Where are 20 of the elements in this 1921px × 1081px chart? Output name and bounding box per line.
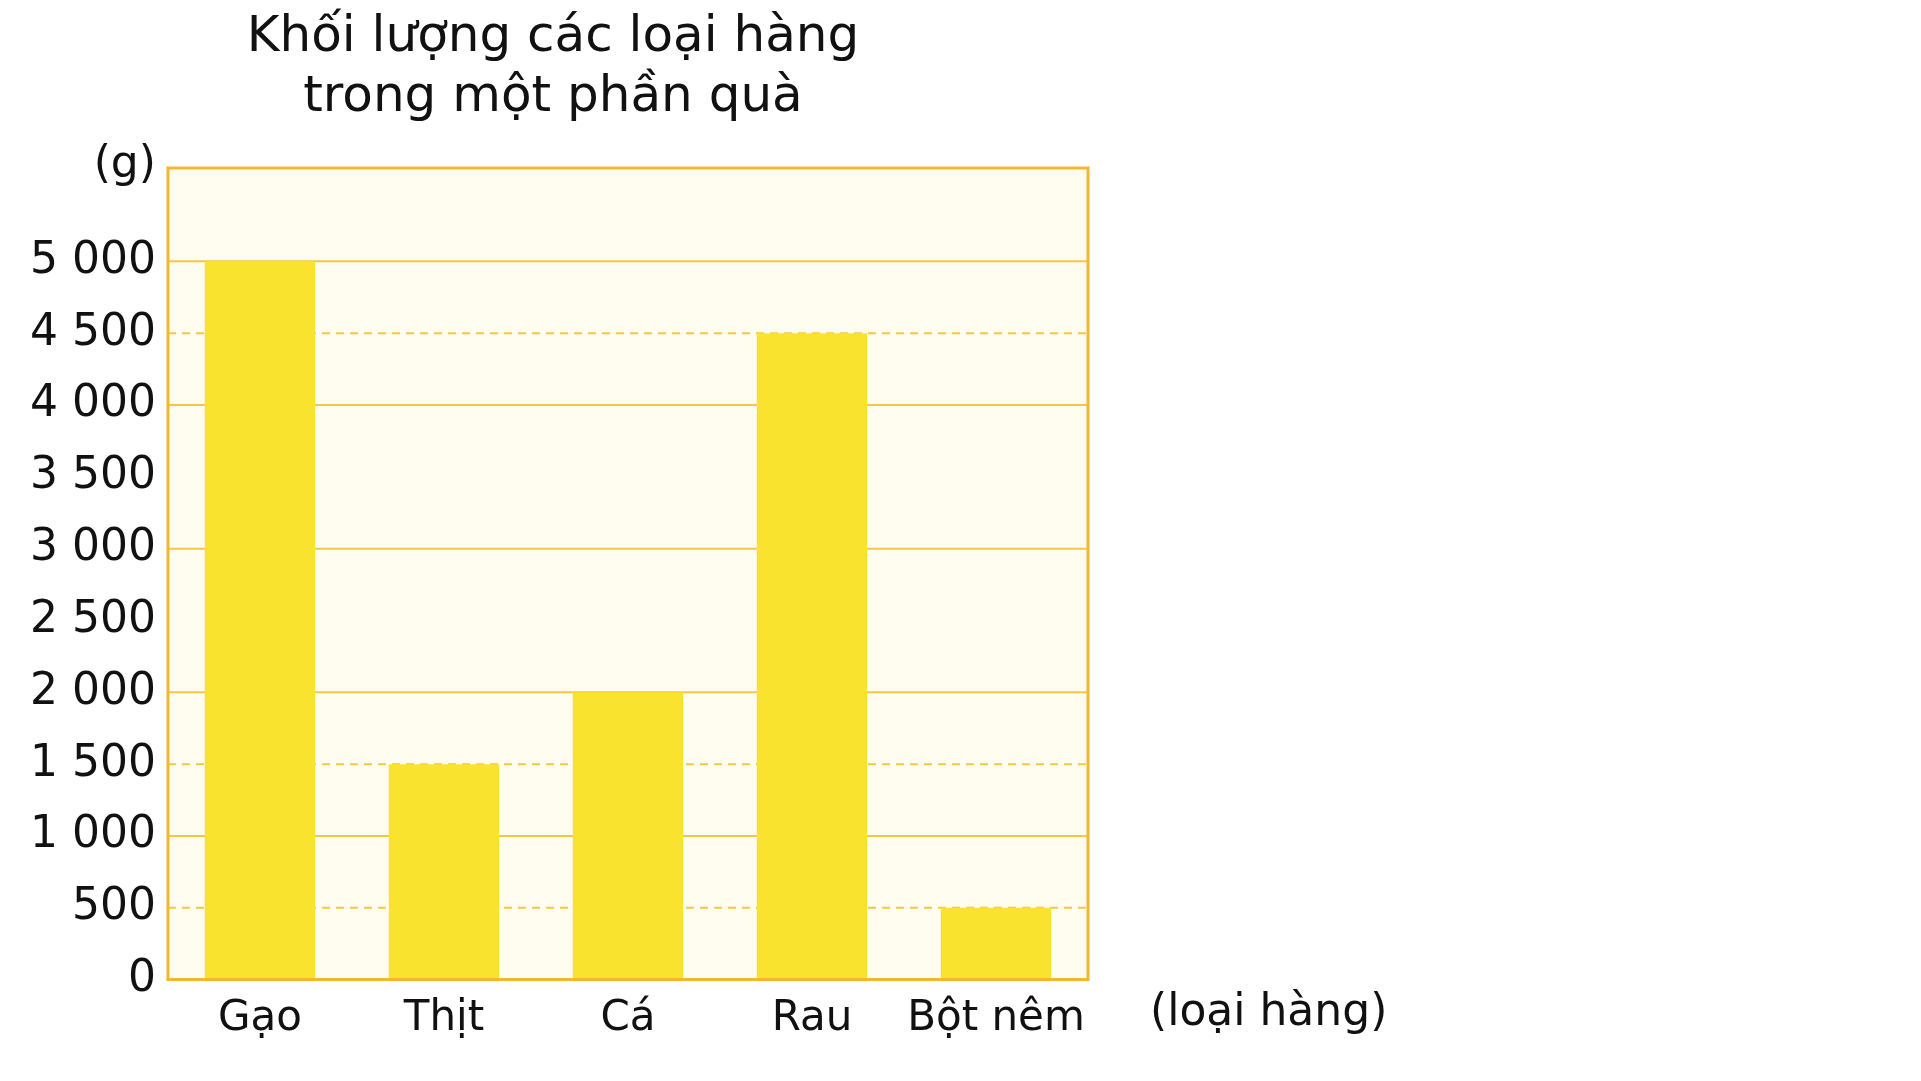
y-tick-label: 1 500 (29, 734, 156, 786)
text: Khối lượng các loại hàng (246, 4, 860, 63)
y-tick-label: 500 (71, 878, 156, 930)
y-tick-label: 2 500 (29, 590, 156, 642)
x-tick-label: Thịt (402, 990, 485, 1040)
x-tick-label: Rau (771, 990, 853, 1040)
y-tick-label: 4 000 (29, 375, 156, 427)
y-tick-label: 0 (127, 950, 156, 1002)
y-tick-label: 2 000 (29, 662, 156, 714)
y-axis-title: (g) (93, 136, 156, 188)
x-tick-label: Cá (600, 990, 656, 1040)
y-tick-label: 3 500 (29, 447, 156, 499)
y-tick-label: 4 500 (29, 303, 156, 355)
x-tick-label: Gạo (217, 990, 302, 1040)
y-tick-label: 3 000 (29, 519, 156, 571)
y-tick-label: 1 000 (29, 806, 156, 858)
text: trong một phần quà (303, 64, 803, 123)
y-tick-label: 5 000 (29, 231, 156, 283)
x-axis-title: (loại hàng) (1150, 984, 1388, 1036)
x-tick-label: Bột nêm (907, 990, 1085, 1040)
